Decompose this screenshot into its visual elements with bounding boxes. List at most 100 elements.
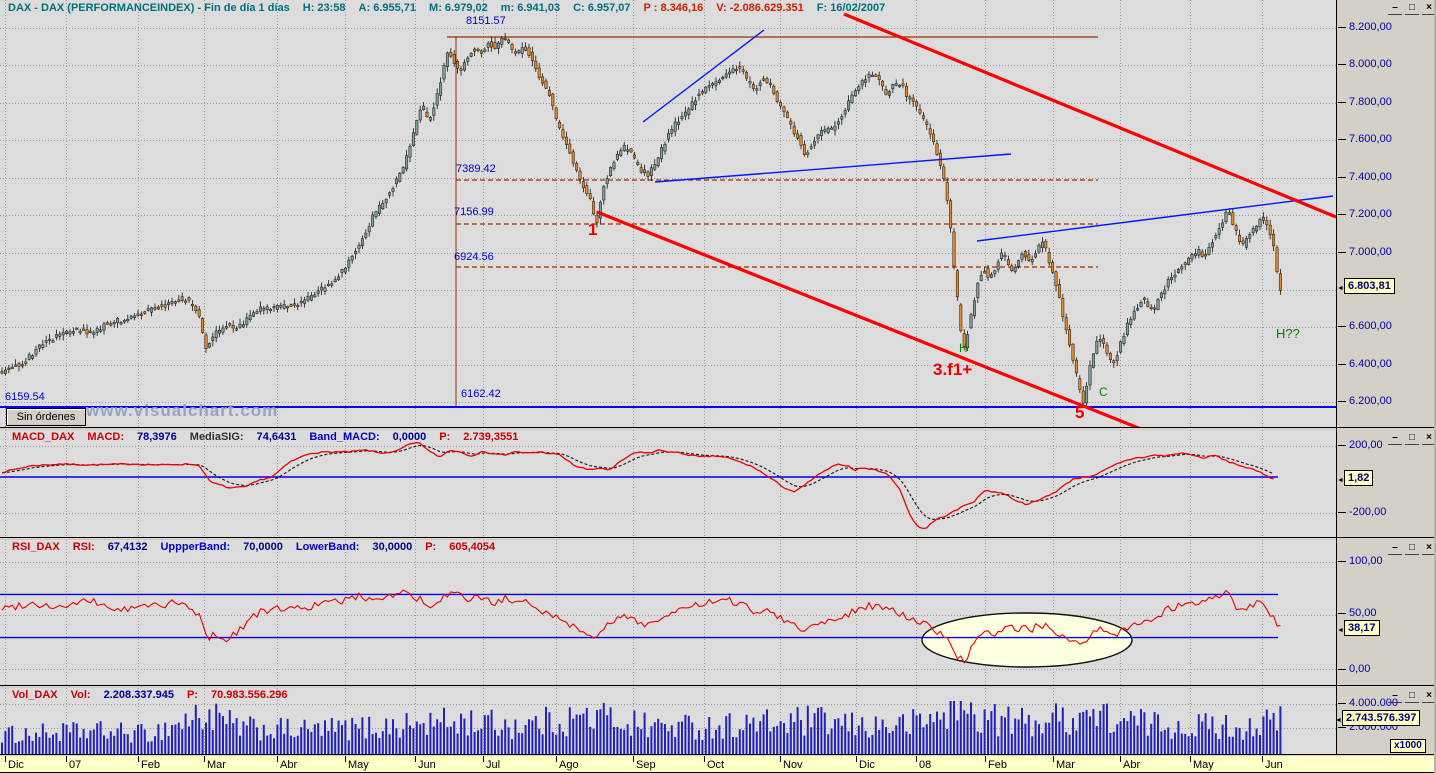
time-label: Feb — [988, 759, 1007, 771]
macd-header-segment: 2.739,3551 — [463, 431, 519, 443]
panel-divider[interactable] — [0, 537, 1436, 538]
last-price-box: ◄ 6.803,81 — [1337, 278, 1395, 294]
macd-header-segment: MACD_DAX — [12, 431, 75, 443]
elliott-wave-annotation: 3.f1+ — [933, 360, 973, 379]
window-right-edge — [1434, 0, 1436, 773]
time-tick — [138, 756, 139, 762]
title-segment: m: 6.941,03 — [500, 2, 561, 14]
time-tick — [415, 756, 416, 762]
minimize-icon[interactable]: – — [1388, 690, 1402, 703]
macd-signal-line — [1, 444, 1274, 520]
time-tick — [204, 756, 205, 762]
value-pointer-icon: ◄ — [1335, 717, 1342, 724]
rsi-indicator-chart[interactable] — [0, 540, 1337, 686]
minimize-icon[interactable]: – — [1388, 2, 1402, 15]
maximize-icon[interactable]: □ — [1405, 542, 1419, 555]
time-axis[interactable]: Dic 07 Feb Mar Abr May Jun Jul Ago Sep Oct Nov Dic 08… — [0, 756, 1436, 772]
time-label: Dic — [8, 759, 24, 771]
price-level-label: 7156.99 — [454, 206, 494, 218]
panel-divider[interactable] — [0, 427, 1436, 428]
maximize-icon[interactable]: □ — [1405, 690, 1419, 703]
macd-indicator-chart[interactable] — [0, 430, 1337, 538]
close-icon[interactable]: × — [1422, 690, 1436, 703]
time-tick — [5, 756, 6, 762]
macd-panel-header: MACD_DAX MACD: 78,3976 MediaSIG: 74,6431 Band… — [12, 431, 531, 443]
axis-label: 6.400,00 — [1338, 358, 1392, 370]
elliott-wave-annotation: H?? — [1276, 326, 1300, 341]
volume-header-segment: 70.983.556.296 — [210, 689, 288, 701]
close-icon[interactable]: × — [1422, 542, 1436, 555]
axis-label: 8.000,00 — [1338, 58, 1392, 70]
panel-divider[interactable] — [0, 685, 1436, 686]
title-segment: M: 6.979,02 — [429, 2, 488, 14]
time-label: Abr — [1123, 759, 1141, 771]
axis-label: 7.000,00 — [1338, 246, 1392, 258]
maximize-icon[interactable]: □ — [1405, 432, 1419, 445]
title-segment: DAX - DAX (PERFORMANCEINDEX) - Fin de dí… — [8, 2, 290, 14]
value-pointer-icon: ◄ — [1337, 285, 1344, 292]
rsi-header-segment: LowerBand: — [295, 541, 360, 553]
volume-chart[interactable] — [0, 688, 1337, 755]
axis-label: 200,00 — [1338, 439, 1383, 451]
time-label: Mar — [1056, 759, 1075, 771]
axis-label: 7.400,00 — [1338, 171, 1392, 183]
blue-trendlines — [642, 29, 1334, 242]
minimize-icon[interactable]: – — [1388, 432, 1402, 445]
gridlines — [0, 540, 1336, 686]
rsi-header-segment: P: — [425, 541, 437, 553]
price-level-label: 8151.57 — [466, 15, 506, 27]
rsi-header-segment: RSI: — [72, 541, 95, 553]
minimize-icon[interactable]: – — [1388, 542, 1402, 555]
volume-bars — [1, 701, 1282, 754]
window-controls: – □ × — [1388, 690, 1436, 703]
time-label: Jun — [418, 759, 436, 771]
price-axis[interactable] — [1337, 0, 1436, 427]
time-label: 08 — [919, 759, 932, 771]
window-controls: – □ × — [1388, 542, 1436, 555]
macd-header-segment: 74,6431 — [256, 431, 297, 443]
axis-label: 4.000.000 — [1338, 697, 1398, 709]
gridlines — [0, 0, 1336, 428]
rsi-header-segment: 605,4054 — [449, 541, 496, 553]
time-label: Sep — [636, 759, 656, 771]
macd-value-box: ◄ 1,82 — [1337, 470, 1374, 486]
rsi-panel-header: RSI_DAX RSI: 67,4132 UppperBand: 70,0000 Lowe… — [12, 541, 508, 553]
axis-label: 100,00 — [1338, 555, 1383, 567]
value-pointer-icon: ◄ — [1337, 477, 1344, 484]
time-tick — [66, 756, 67, 762]
rsi-axis[interactable] — [1337, 540, 1436, 685]
rsi-value-box: ◄ 38,17 — [1337, 620, 1380, 636]
time-label: Ago — [559, 759, 579, 771]
axis-label: 8.200,00 — [1338, 21, 1392, 33]
price-level-label: 6924.56 — [454, 251, 494, 263]
plot-right-border — [1336, 0, 1337, 755]
macd-header-segment: 78,3976 — [137, 431, 177, 443]
title-segment: C: 6.957,07 — [573, 2, 631, 14]
macd-header-segment: 0,0000 — [392, 431, 427, 443]
rsi-header-segment: 70,0000 — [243, 541, 283, 553]
price-level-label: 6159.54 — [5, 391, 45, 403]
macd-header-segment: MACD: — [87, 431, 125, 443]
time-label: Feb — [141, 759, 160, 771]
close-icon[interactable]: × — [1422, 432, 1436, 445]
volume-multiplier-badge: x1000 — [1390, 739, 1426, 753]
time-label: Dic — [859, 759, 875, 771]
time-tick — [633, 756, 634, 762]
close-icon[interactable]: × — [1422, 2, 1436, 15]
visualchart-watermark: www.visualchart.com — [86, 401, 279, 420]
main-price-chart[interactable] — [0, 0, 1337, 428]
maximize-icon[interactable]: □ — [1405, 2, 1419, 15]
rsi-header-segment: UppperBand: — [160, 541, 231, 553]
axis-label: 7.200,00 — [1338, 208, 1392, 220]
time-label: May — [1193, 759, 1214, 771]
rsi-header-segment: 67,4132 — [107, 541, 148, 553]
time-tick — [985, 756, 986, 762]
title-segment: H: 23:58 — [302, 2, 346, 14]
axis-label: 7.600,00 — [1338, 133, 1392, 145]
macd-header-segment: Band_MACD: — [309, 431, 380, 443]
sin-ordenes-button[interactable]: Sin órdenes — [6, 408, 86, 426]
time-label: Abr — [280, 759, 298, 771]
axis-label: 0,00 — [1337, 663, 1371, 675]
candlestick-series — [0, 33, 1282, 409]
